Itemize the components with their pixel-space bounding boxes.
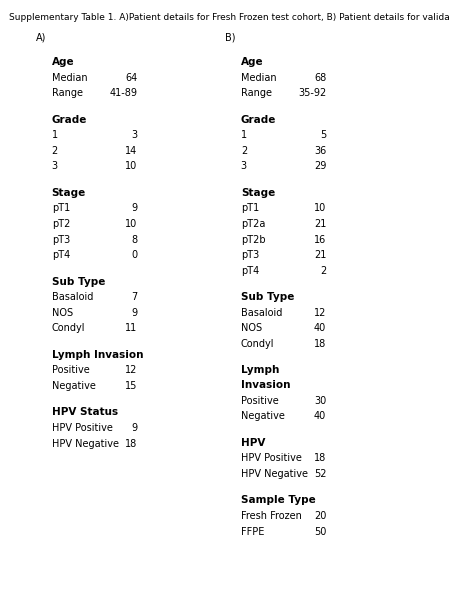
Text: 7: 7 (131, 292, 137, 302)
Text: 1: 1 (241, 130, 247, 140)
Text: 41-89: 41-89 (109, 88, 137, 98)
Text: 2: 2 (241, 146, 247, 156)
Text: 14: 14 (125, 146, 137, 156)
Text: 68: 68 (314, 73, 326, 83)
Text: Sub Type: Sub Type (52, 277, 105, 287)
Text: 3: 3 (131, 130, 137, 140)
Text: B): B) (225, 33, 235, 43)
Text: 0: 0 (131, 250, 137, 260)
Text: HPV Positive: HPV Positive (52, 423, 112, 433)
Text: NOS: NOS (52, 308, 73, 318)
Text: 9: 9 (131, 203, 137, 214)
Text: Range: Range (52, 88, 83, 98)
Text: 10: 10 (125, 161, 137, 172)
Text: 21: 21 (314, 219, 326, 229)
Text: Grade: Grade (52, 115, 87, 125)
Text: A): A) (36, 33, 46, 43)
Text: 18: 18 (314, 454, 326, 463)
Text: 2: 2 (320, 266, 326, 276)
Text: 15: 15 (125, 381, 137, 391)
Text: pT3: pT3 (241, 250, 259, 260)
Text: Range: Range (241, 88, 272, 98)
Text: 2: 2 (52, 146, 58, 156)
Text: Condyl: Condyl (241, 339, 274, 349)
Text: HPV Negative: HPV Negative (52, 439, 119, 449)
Text: Negative: Negative (52, 381, 95, 391)
Text: Basaloid: Basaloid (241, 308, 282, 318)
Text: pT3: pT3 (52, 235, 70, 245)
Text: pT4: pT4 (52, 250, 70, 260)
Text: 11: 11 (125, 323, 137, 334)
Text: pT4: pT4 (241, 266, 259, 276)
Text: 40: 40 (314, 323, 326, 334)
Text: 36: 36 (314, 146, 326, 156)
Text: 16: 16 (314, 235, 326, 245)
Text: Age: Age (241, 57, 263, 67)
Text: 3: 3 (241, 161, 247, 172)
Text: pT2b: pT2b (241, 235, 266, 245)
Text: Lymph Invasion: Lymph Invasion (52, 350, 143, 360)
Text: Positive: Positive (241, 396, 279, 406)
Text: 30: 30 (314, 396, 326, 406)
Text: 12: 12 (125, 365, 137, 376)
Text: FFPE: FFPE (241, 527, 264, 536)
Text: Stage: Stage (52, 188, 86, 198)
Text: 3: 3 (52, 161, 58, 172)
Text: 21: 21 (314, 250, 326, 260)
Text: pT1: pT1 (241, 203, 259, 214)
Text: Grade: Grade (241, 115, 276, 125)
Text: 12: 12 (314, 308, 326, 318)
Text: Median: Median (241, 73, 276, 83)
Text: Sub Type: Sub Type (241, 292, 294, 302)
Text: Positive: Positive (52, 365, 90, 376)
Text: Age: Age (52, 57, 74, 67)
Text: Condyl: Condyl (52, 323, 85, 334)
Text: 35-92: 35-92 (298, 88, 326, 98)
Text: Invasion: Invasion (241, 380, 290, 390)
Text: 10: 10 (314, 203, 326, 214)
Text: 18: 18 (125, 439, 137, 449)
Text: HPV: HPV (241, 438, 265, 448)
Text: pT2: pT2 (52, 219, 70, 229)
Text: 20: 20 (314, 511, 326, 521)
Text: HPV Status: HPV Status (52, 407, 118, 418)
Text: 40: 40 (314, 412, 326, 421)
Text: Negative: Negative (241, 412, 284, 421)
Text: 52: 52 (314, 469, 326, 479)
Text: pT1: pT1 (52, 203, 70, 214)
Text: 9: 9 (131, 423, 137, 433)
Text: 8: 8 (131, 235, 137, 245)
Text: Sample Type: Sample Type (241, 496, 315, 505)
Text: Stage: Stage (241, 188, 275, 198)
Text: 50: 50 (314, 527, 326, 536)
Text: 9: 9 (131, 308, 137, 318)
Text: pT2a: pT2a (241, 219, 265, 229)
Text: Lymph: Lymph (241, 365, 279, 376)
Text: 29: 29 (314, 161, 326, 172)
Text: 64: 64 (125, 73, 137, 83)
Text: Median: Median (52, 73, 87, 83)
Text: 5: 5 (320, 130, 326, 140)
Text: 18: 18 (314, 339, 326, 349)
Text: 10: 10 (125, 219, 137, 229)
Text: NOS: NOS (241, 323, 262, 334)
Text: Fresh Frozen: Fresh Frozen (241, 511, 302, 521)
Text: 1: 1 (52, 130, 58, 140)
Text: HPV Positive: HPV Positive (241, 454, 302, 463)
Text: Supplementary Table 1. A)Patient details for Fresh Frozen test cohort, B) Patien: Supplementary Table 1. A)Patient details… (9, 13, 450, 22)
Text: Basaloid: Basaloid (52, 292, 93, 302)
Text: HPV Negative: HPV Negative (241, 469, 308, 479)
